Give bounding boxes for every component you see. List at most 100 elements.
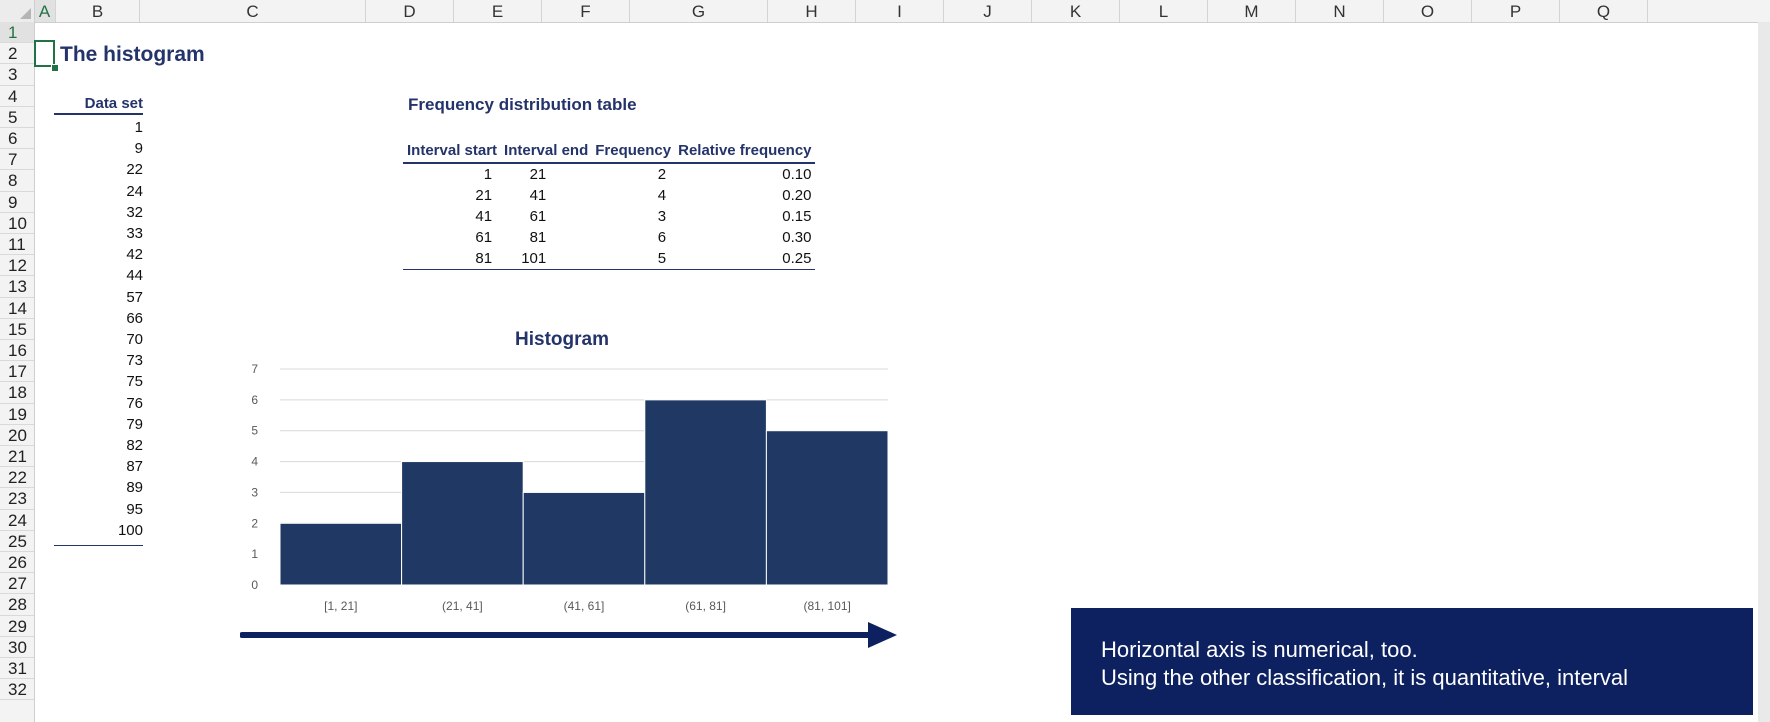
data-set-value[interactable]: 95 [126,500,143,518]
row-header-17[interactable]: 17 [0,361,34,383]
column-header-g[interactable]: G [630,0,768,22]
fill-handle[interactable] [51,64,59,72]
column-header-m[interactable]: M [1208,0,1296,22]
row-header-9[interactable]: 9 [0,192,34,213]
data-set-value[interactable]: 44 [126,267,143,285]
row-header-15[interactable]: 15 [0,319,34,340]
relative-frequency-cell[interactable]: 0.20 [782,187,812,204]
x-tick-label: (21, 41] [442,599,483,613]
data-set-value[interactable]: 33 [126,225,143,242]
data-set-value[interactable]: 82 [126,437,143,454]
row-header-28[interactable]: 28 [0,594,34,616]
histogram-chart[interactable]: Histogram 0 1 2 3 4 5 6 7 [1, 21] (21, 41] (41, 61]… [240,327,900,627]
interval-end-cell[interactable]: 81 [529,229,547,246]
callout-line-1: Horizontal axis is numerical, too. [1101,637,1418,662]
data-set-value[interactable]: 89 [126,479,143,497]
column-header-q[interactable]: Q [1560,0,1648,22]
column-header-c[interactable]: C [140,0,366,22]
active-cell-a1[interactable] [34,40,55,67]
data-set-value[interactable]: 1 [134,119,143,136]
row-header-7[interactable]: 7 [0,149,34,171]
data-set-value[interactable]: 79 [126,415,143,433]
frequency-cell[interactable]: 2 [657,166,667,183]
row-header-2[interactable]: 2 [0,43,34,65]
row-header-29[interactable]: 29 [0,616,34,637]
frequency-table-row: 41 61 3 0.15 [403,206,815,227]
frequency-cell[interactable]: 5 [591,248,675,270]
select-all-corner[interactable] [0,0,35,22]
column-header-j[interactable]: J [944,0,1032,22]
row-header-30[interactable]: 30 [0,637,34,658]
data-set-value[interactable]: 24 [126,182,143,200]
column-header-a[interactable]: A [34,0,56,22]
column-header-i[interactable]: I [856,0,944,22]
frequency-table-row: 81 101 5 0.25 [403,248,815,270]
frequency-cell[interactable]: 6 [657,229,667,246]
row-header-4[interactable]: 4 [0,86,34,107]
row-header-6[interactable]: 6 [0,128,34,150]
data-set-value[interactable]: 22 [126,161,143,179]
data-set-value[interactable]: 73 [126,352,143,370]
y-tick-label: 6 [251,393,258,407]
row-header-26[interactable]: 26 [0,552,34,574]
histogram-bar [522,491,646,586]
data-set-value[interactable]: 9 [134,140,143,158]
row-header-19[interactable]: 19 [0,404,34,425]
row-header-11[interactable]: 11 [0,234,34,256]
interval-start-cell[interactable]: 21 [475,187,493,204]
row-header-31[interactable]: 31 [0,658,34,680]
interval-end-cell[interactable]: 21 [529,166,547,183]
row-header-25[interactable]: 25 [0,531,34,552]
column-header-n[interactable]: N [1296,0,1384,22]
column-header-e[interactable]: E [454,0,542,22]
row-header-12[interactable]: 12 [0,255,34,277]
column-header-b[interactable]: B [56,0,140,22]
row-header-14[interactable]: 14 [0,298,34,319]
data-set-value[interactable]: 32 [126,203,143,221]
column-header-h[interactable]: H [768,0,856,22]
interval-end-cell[interactable]: 41 [529,187,547,204]
data-set-value[interactable]: 76 [126,394,143,412]
row-header-20[interactable]: 20 [0,425,34,446]
select-all-triangle-icon [20,8,31,19]
frequency-cell[interactable]: 4 [657,187,667,204]
data-set-value[interactable]: 57 [126,288,143,306]
row-header-21[interactable]: 21 [0,446,34,468]
relative-frequency-cell[interactable]: 0.15 [782,208,812,225]
column-header-l[interactable]: L [1120,0,1208,22]
frequency-cell[interactable]: 3 [657,208,667,225]
row-header-1[interactable]: 1 [0,22,34,44]
interval-end-cell[interactable]: 61 [529,208,547,225]
interval-start-cell[interactable]: 81 [403,248,501,270]
column-header-p[interactable]: P [1472,0,1560,22]
data-set-value[interactable]: 75 [126,373,143,391]
row-header-27[interactable]: 27 [0,573,34,595]
relative-frequency-cell[interactable]: 0.25 [674,248,815,270]
row-header-16[interactable]: 16 [0,340,34,362]
relative-frequency-cell[interactable]: 0.30 [782,229,812,246]
data-set-value[interactable]: 100 [117,521,143,539]
column-header-d[interactable]: D [366,0,454,22]
column-header-k[interactable]: K [1032,0,1120,22]
row-header-3[interactable]: 3 [0,64,34,86]
data-set-value[interactable]: 87 [126,458,143,476]
data-set-value[interactable]: 42 [126,246,143,264]
row-header-23[interactable]: 23 [0,488,34,510]
interval-start-cell[interactable]: 1 [483,166,493,183]
data-set-value[interactable]: 66 [126,309,143,327]
relative-frequency-cell[interactable]: 0.10 [782,166,812,183]
row-header-10[interactable]: 10 [0,213,34,234]
column-header-o[interactable]: O [1384,0,1472,22]
row-header-32[interactable]: 32 [0,679,34,701]
row-header-18[interactable]: 18 [0,382,34,404]
interval-start-cell[interactable]: 61 [475,229,493,246]
interval-end-cell[interactable]: 101 [500,248,592,270]
row-header-24[interactable]: 24 [0,510,34,531]
row-header-13[interactable]: 13 [0,276,34,298]
interval-start-cell[interactable]: 41 [475,208,493,225]
data-set-value[interactable]: 70 [126,331,143,348]
row-header-5[interactable]: 5 [0,107,34,128]
column-header-f[interactable]: F [542,0,630,22]
row-header-22[interactable]: 22 [0,467,34,489]
row-header-8[interactable]: 8 [0,170,34,192]
